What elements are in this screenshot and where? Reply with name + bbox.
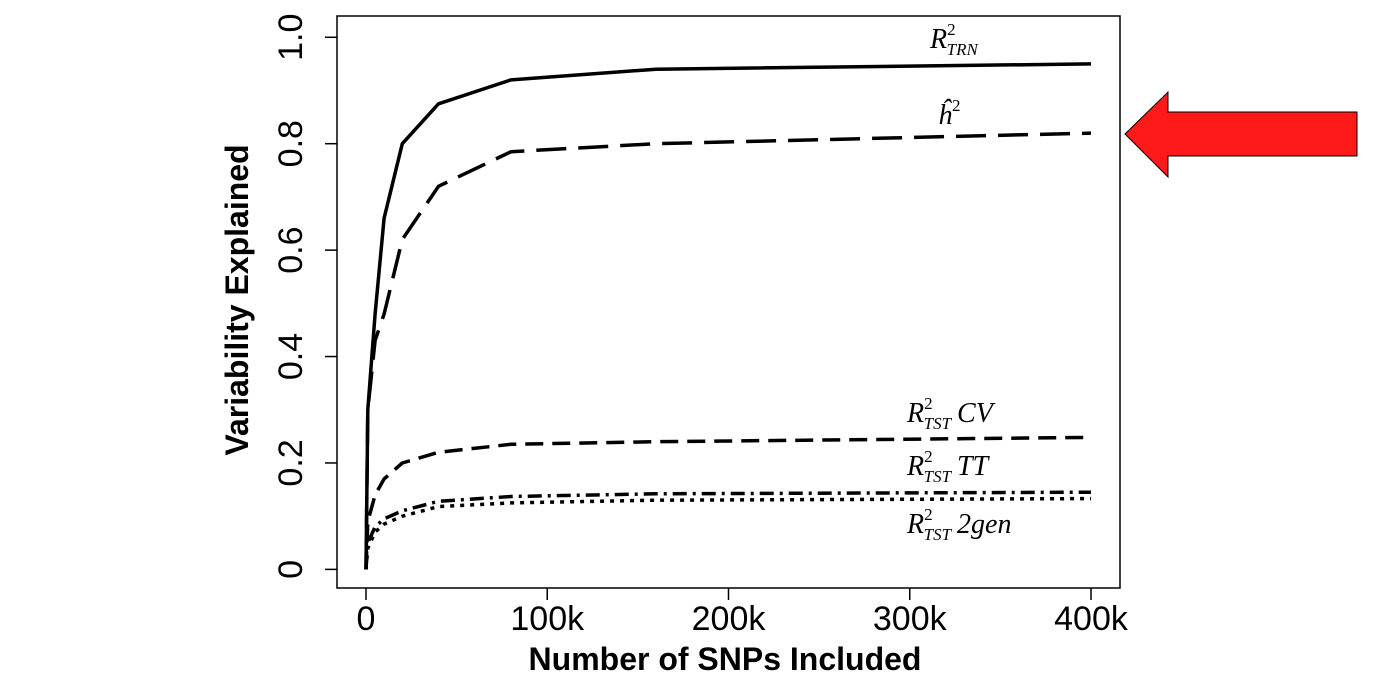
x-tick-label: 400k <box>1054 600 1129 638</box>
y-tick-label: 0.8 <box>272 120 310 167</box>
y-axis-title: Variability Explained <box>219 144 255 455</box>
series-lines <box>364 62 1092 570</box>
series-label-4: R2 TST 2gen <box>906 505 1011 544</box>
red-arrow-icon <box>1124 90 1358 179</box>
series-line-0 <box>364 62 1092 570</box>
plot-area <box>336 15 1121 589</box>
plot-border <box>336 15 1121 589</box>
series-line-1 <box>364 131 1092 570</box>
series-label-3: R2 TST TT <box>906 447 991 486</box>
series-labels: R2 TRN ĥ2 R2 TST CV R2 TST TT R2 TST 2gen <box>906 20 1011 544</box>
y-tick-label: 0.6 <box>272 226 310 273</box>
series-line-3 <box>364 490 1092 570</box>
x-tick-label: 0 <box>357 600 376 638</box>
series-label-1: ĥ2 <box>938 96 961 131</box>
y-tick-label: 0.2 <box>272 439 310 486</box>
x-axis-title: Number of SNPs Included <box>529 641 922 677</box>
series-line-4 <box>364 496 1092 570</box>
y-tick-label: 0 <box>272 560 310 579</box>
series-line-2 <box>364 435 1092 570</box>
series-label-2: R2 TST CV <box>906 394 996 433</box>
axis-ticks: 0 100k 200k 300k 400k 0 0.2 0.4 0.6 0.8 1.0 <box>272 14 1129 638</box>
series-label-0: R2 TRN <box>929 20 979 59</box>
x-tick-label: 200k <box>692 600 767 638</box>
y-tick-label: 1.0 <box>272 14 310 61</box>
y-tick-label: 0.4 <box>272 333 310 380</box>
x-tick-label: 100k <box>510 600 585 638</box>
x-tick-label: 300k <box>873 600 948 638</box>
